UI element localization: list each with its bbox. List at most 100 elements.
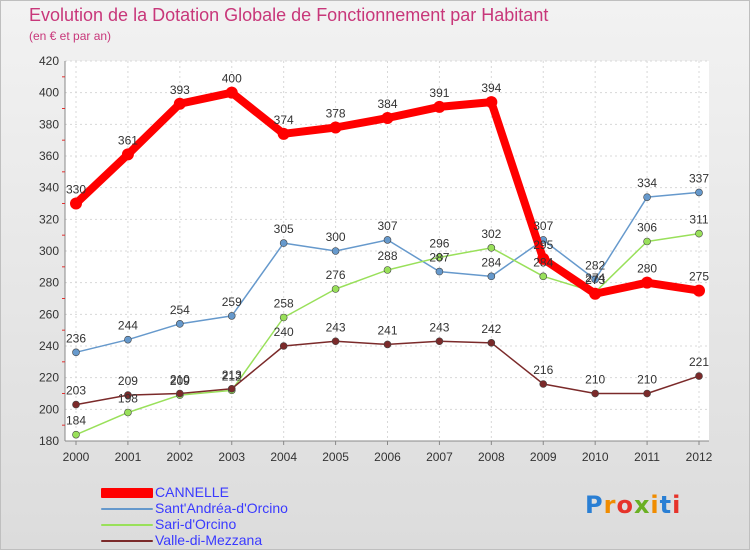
data-point-valle-di-mezzana <box>383 340 392 349</box>
data-label-valle-di-mezzana: 216 <box>533 363 553 377</box>
data-point-cannelle <box>641 276 654 289</box>
y-tick-label: 360 <box>39 149 59 163</box>
data-label-sari-d-orcino: 296 <box>429 236 449 250</box>
data-label-cannelle: 393 <box>170 83 190 97</box>
data-point-sari-d-orcino <box>383 266 392 274</box>
logo-letter: P <box>585 491 604 519</box>
data-point-cannelle <box>121 148 134 161</box>
y-tick-label: 180 <box>39 434 59 448</box>
chart-subtitle: (en € et par an) <box>29 29 112 43</box>
data-label-valle-di-mezzana: 203 <box>66 384 86 398</box>
data-point-sant-andr-a-d-orcino <box>643 193 651 201</box>
data-label-cannelle: 280 <box>637 262 657 276</box>
data-label-cannelle: 330 <box>66 183 86 197</box>
data-label-sari-d-orcino: 258 <box>274 297 294 311</box>
legend-label: Sari-d'Orcino <box>155 516 237 532</box>
data-point-sant-andr-a-d-orcino <box>227 312 236 320</box>
data-label-sant-andr-a-d-orcino: 305 <box>274 222 294 236</box>
proxiti-logo: Proxiti <box>585 491 681 519</box>
data-point-cannelle <box>277 127 290 140</box>
legend-label: Valle-di-Mezzana <box>155 532 263 548</box>
data-label-sari-d-orcino: 288 <box>377 249 397 263</box>
data-label-sant-andr-a-d-orcino: 300 <box>326 230 346 244</box>
legend-label: Sant'Andréa-d'Orcino <box>155 500 288 516</box>
data-label-sari-d-orcino: 274 <box>585 271 605 285</box>
x-tick-label: 2009 <box>530 450 557 464</box>
data-label-sant-andr-a-d-orcino: 307 <box>533 219 553 233</box>
data-label-sari-d-orcino: 212 <box>222 369 242 383</box>
logo-letter: o <box>616 491 634 519</box>
data-label-sari-d-orcino: 311 <box>689 213 708 227</box>
data-label-valle-di-mezzana: 240 <box>274 325 294 339</box>
data-label-sari-d-orcino: 209 <box>170 374 190 388</box>
data-point-valle-di-mezzana <box>695 372 703 380</box>
data-label-sant-andr-a-d-orcino: 334 <box>637 176 657 190</box>
y-tick-label: 200 <box>39 402 59 416</box>
data-label-sant-andr-a-d-orcino: 259 <box>222 295 242 309</box>
logo-letter: i <box>672 491 682 519</box>
data-label-cannelle: 391 <box>429 86 449 100</box>
x-tick-label: 2002 <box>166 450 193 464</box>
data-point-valle-di-mezzana <box>331 337 340 346</box>
data-label-sant-andr-a-d-orcino: 287 <box>429 251 449 265</box>
data-point-cannelle <box>433 100 446 113</box>
data-label-valle-di-mezzana: 221 <box>689 355 709 369</box>
legend-item-sari-d-orcino: Sari-d'Orcino <box>101 516 341 533</box>
logo-letter: i <box>650 491 660 519</box>
data-point-valle-di-mezzana <box>487 339 496 347</box>
legend-item-valle-di-mezzana: Valle-di-Mezzana <box>101 532 341 549</box>
data-point-sant-andr-a-d-orcino <box>435 267 444 276</box>
y-tick-label: 320 <box>39 212 59 226</box>
data-label-valle-di-mezzana: 210 <box>170 373 190 387</box>
data-label-sari-d-orcino: 198 <box>118 392 138 406</box>
data-point-cannelle <box>173 97 186 110</box>
data-point-valle-di-mezzana <box>124 391 132 399</box>
x-tick-label: 2006 <box>374 450 401 464</box>
legend-swatch <box>101 524 153 526</box>
data-point-sari-d-orcino <box>695 229 703 238</box>
data-point-sari-d-orcino <box>331 285 340 293</box>
data-label-cannelle: 273 <box>585 273 605 287</box>
data-point-sari-d-orcino <box>487 244 496 252</box>
y-tick-label: 400 <box>39 86 59 100</box>
data-label-sant-andr-a-d-orcino: 284 <box>481 255 501 269</box>
data-point-valle-di-mezzana <box>643 389 651 398</box>
data-point-cannelle <box>693 284 705 297</box>
data-point-cannelle <box>381 112 394 124</box>
legend-item-sant-andr-a-d-orcino: Sant'Andréa-d'Orcino <box>101 500 341 517</box>
logo-letter: x <box>633 491 651 519</box>
data-label-sant-andr-a-d-orcino: 337 <box>689 171 709 185</box>
x-tick-label: 2005 <box>322 450 349 464</box>
data-point-sant-andr-a-d-orcino <box>695 188 703 197</box>
y-tick-label: 420 <box>39 54 59 68</box>
y-tick-label: 280 <box>39 276 59 290</box>
y-tick-label: 300 <box>39 244 59 258</box>
legend-item-cannelle: CANNELLE <box>101 484 341 501</box>
data-point-sant-andr-a-d-orcino <box>279 239 288 247</box>
x-tick-label: 2008 <box>478 450 505 464</box>
data-label-cannelle: 384 <box>377 97 397 111</box>
data-point-cannelle <box>329 121 342 134</box>
legend-label: CANNELLE <box>155 484 229 500</box>
data-point-sant-andr-a-d-orcino <box>331 247 340 255</box>
x-tick-label: 2012 <box>686 450 713 464</box>
data-label-valle-di-mezzana: 241 <box>377 323 397 337</box>
data-point-sari-d-orcino <box>643 237 651 246</box>
data-label-cannelle: 275 <box>689 270 709 284</box>
data-point-valle-di-mezzana <box>227 384 236 393</box>
data-label-valle-di-mezzana: 213 <box>222 368 242 382</box>
data-point-sant-andr-a-d-orcino <box>591 275 599 284</box>
data-label-valle-di-mezzana: 209 <box>118 374 138 388</box>
data-label-cannelle: 378 <box>326 107 346 121</box>
x-tick-label: 2000 <box>63 450 90 464</box>
x-tick-label: 2010 <box>582 450 609 464</box>
data-point-valle-di-mezzana <box>591 389 599 398</box>
data-label-sari-d-orcino: 284 <box>533 255 553 269</box>
data-point-cannelle <box>537 252 550 265</box>
legend-swatch <box>101 540 153 542</box>
legend-swatch <box>101 508 153 510</box>
data-label-sant-andr-a-d-orcino: 244 <box>118 319 138 333</box>
x-tick-label: 2011 <box>634 450 660 464</box>
data-label-sant-andr-a-d-orcino: 254 <box>170 303 190 317</box>
